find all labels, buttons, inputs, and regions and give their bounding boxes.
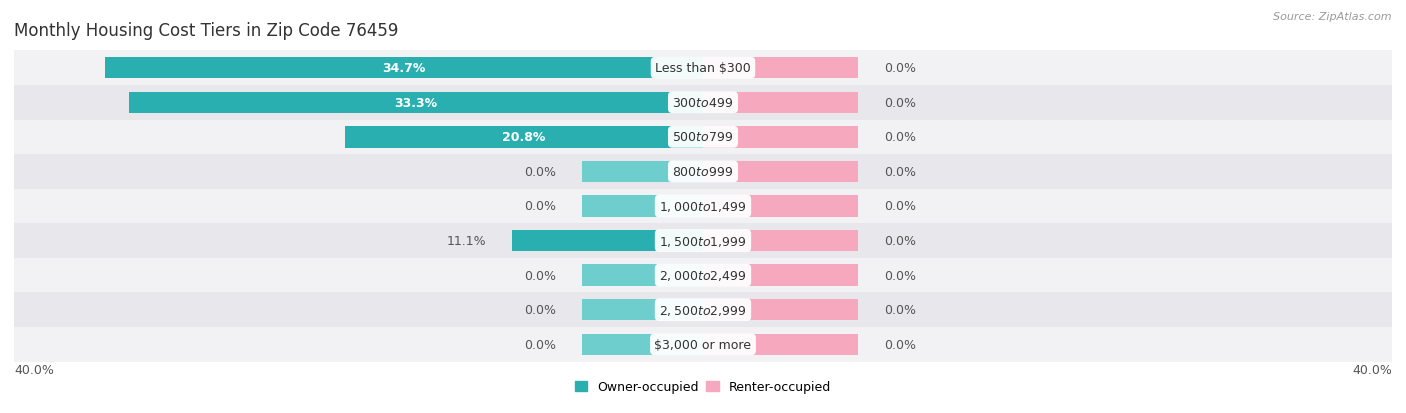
- Bar: [14, 120, 1392, 155]
- Text: $500 to $799: $500 to $799: [672, 131, 734, 144]
- Bar: [344, 127, 703, 148]
- Bar: [703, 58, 858, 79]
- Text: 0.0%: 0.0%: [524, 166, 557, 178]
- Bar: [703, 334, 858, 355]
- Text: 33.3%: 33.3%: [395, 97, 437, 109]
- Bar: [582, 196, 703, 217]
- Text: $2,000 to $2,499: $2,000 to $2,499: [659, 268, 747, 282]
- Text: 20.8%: 20.8%: [502, 131, 546, 144]
- Bar: [14, 293, 1392, 327]
- Bar: [14, 258, 1392, 293]
- Bar: [582, 265, 703, 286]
- Bar: [582, 334, 703, 355]
- Bar: [14, 189, 1392, 224]
- Bar: [582, 161, 703, 183]
- Text: $1,500 to $1,999: $1,500 to $1,999: [659, 234, 747, 248]
- Text: 40.0%: 40.0%: [14, 363, 53, 376]
- Text: 0.0%: 0.0%: [884, 97, 915, 109]
- Text: $300 to $499: $300 to $499: [672, 97, 734, 109]
- Bar: [14, 51, 1392, 86]
- Text: 0.0%: 0.0%: [524, 338, 557, 351]
- Bar: [129, 93, 703, 114]
- Bar: [582, 299, 703, 320]
- Text: $1,000 to $1,499: $1,000 to $1,499: [659, 199, 747, 214]
- Text: 0.0%: 0.0%: [884, 269, 915, 282]
- Legend: Owner-occupied, Renter-occupied: Owner-occupied, Renter-occupied: [569, 375, 837, 398]
- Text: 0.0%: 0.0%: [884, 62, 915, 75]
- Text: 0.0%: 0.0%: [884, 304, 915, 316]
- Bar: [14, 327, 1392, 362]
- Text: 0.0%: 0.0%: [884, 235, 915, 247]
- Bar: [703, 265, 858, 286]
- Text: $2,500 to $2,999: $2,500 to $2,999: [659, 303, 747, 317]
- Bar: [14, 155, 1392, 189]
- Text: 0.0%: 0.0%: [884, 200, 915, 213]
- Text: Monthly Housing Cost Tiers in Zip Code 76459: Monthly Housing Cost Tiers in Zip Code 7…: [14, 22, 398, 40]
- Bar: [703, 230, 858, 252]
- Text: 0.0%: 0.0%: [884, 131, 915, 144]
- Bar: [703, 161, 858, 183]
- Bar: [703, 299, 858, 320]
- Bar: [703, 93, 858, 114]
- Bar: [512, 230, 703, 252]
- Text: 0.0%: 0.0%: [884, 338, 915, 351]
- Bar: [14, 86, 1392, 120]
- Text: 11.1%: 11.1%: [446, 235, 486, 247]
- Text: Source: ZipAtlas.com: Source: ZipAtlas.com: [1274, 12, 1392, 22]
- Text: 0.0%: 0.0%: [524, 200, 557, 213]
- Text: 0.0%: 0.0%: [884, 166, 915, 178]
- Text: Less than $300: Less than $300: [655, 62, 751, 75]
- Text: 34.7%: 34.7%: [382, 62, 426, 75]
- Bar: [703, 127, 858, 148]
- Bar: [14, 224, 1392, 258]
- Text: $3,000 or more: $3,000 or more: [655, 338, 751, 351]
- Text: 0.0%: 0.0%: [524, 269, 557, 282]
- Bar: [703, 196, 858, 217]
- Text: 40.0%: 40.0%: [1353, 363, 1392, 376]
- Text: $800 to $999: $800 to $999: [672, 166, 734, 178]
- Text: 0.0%: 0.0%: [524, 304, 557, 316]
- Bar: [105, 58, 703, 79]
